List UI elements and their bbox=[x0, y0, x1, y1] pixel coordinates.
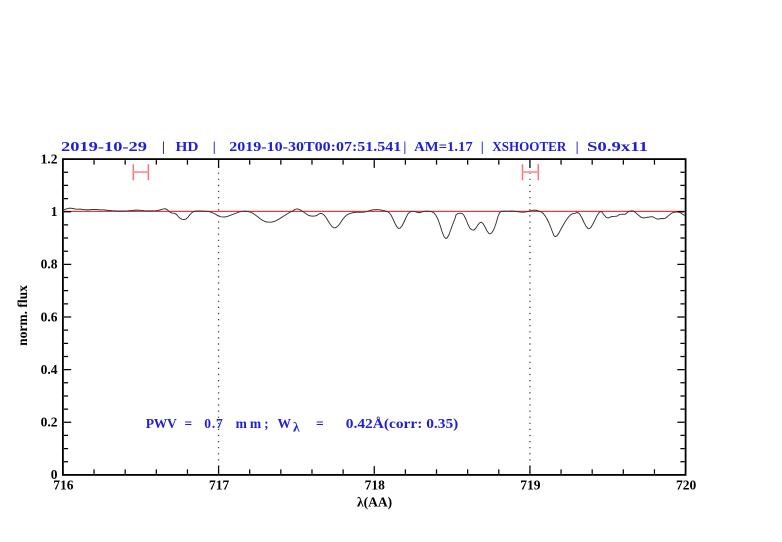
svg-text:1.2: 1.2 bbox=[41, 151, 58, 166]
svg-text:|: | bbox=[162, 139, 165, 154]
svg-text:717: 717 bbox=[209, 478, 230, 493]
svg-text:2019-10-29: 2019-10-29 bbox=[61, 139, 147, 154]
svg-text:=: = bbox=[185, 416, 193, 431]
svg-text:0.42Å(corr: 0.35): 0.42Å(corr: 0.35) bbox=[346, 416, 459, 431]
svg-text:0.2: 0.2 bbox=[41, 415, 58, 430]
svg-text:HD: HD bbox=[176, 139, 199, 154]
svg-text:mm;: mm; bbox=[236, 416, 269, 431]
svg-text:|: | bbox=[403, 139, 406, 154]
svg-text:0.4: 0.4 bbox=[41, 362, 58, 377]
svg-text:AM=1.17: AM=1.17 bbox=[414, 139, 473, 154]
svg-text:716: 716 bbox=[53, 478, 74, 493]
svg-text:W: W bbox=[278, 416, 292, 431]
svg-text:1: 1 bbox=[51, 204, 58, 219]
svg-text:XSHOOTER: XSHOOTER bbox=[492, 139, 566, 154]
svg-text:|: | bbox=[213, 139, 216, 154]
svg-text:λ: λ bbox=[293, 420, 300, 435]
svg-text:0.8: 0.8 bbox=[41, 257, 58, 272]
svg-text:0.6: 0.6 bbox=[41, 309, 58, 324]
svg-text:=: = bbox=[316, 416, 324, 431]
svg-text:|: | bbox=[576, 139, 579, 154]
svg-text:PWV: PWV bbox=[146, 416, 177, 431]
svg-text:|: | bbox=[481, 139, 484, 154]
svg-text:0: 0 bbox=[51, 467, 58, 482]
svg-text:λ(AA): λ(AA) bbox=[357, 495, 392, 510]
svg-text:720: 720 bbox=[676, 478, 697, 493]
svg-text:718: 718 bbox=[365, 478, 386, 493]
svg-text:719: 719 bbox=[520, 478, 541, 493]
svg-text:0.7: 0.7 bbox=[204, 416, 223, 431]
svg-text:S0.9x11: S0.9x11 bbox=[587, 139, 648, 154]
svg-text:2019-10-30T00:07:51.541: 2019-10-30T00:07:51.541 bbox=[229, 139, 401, 154]
svg-text:norm. flux: norm. flux bbox=[15, 285, 30, 346]
